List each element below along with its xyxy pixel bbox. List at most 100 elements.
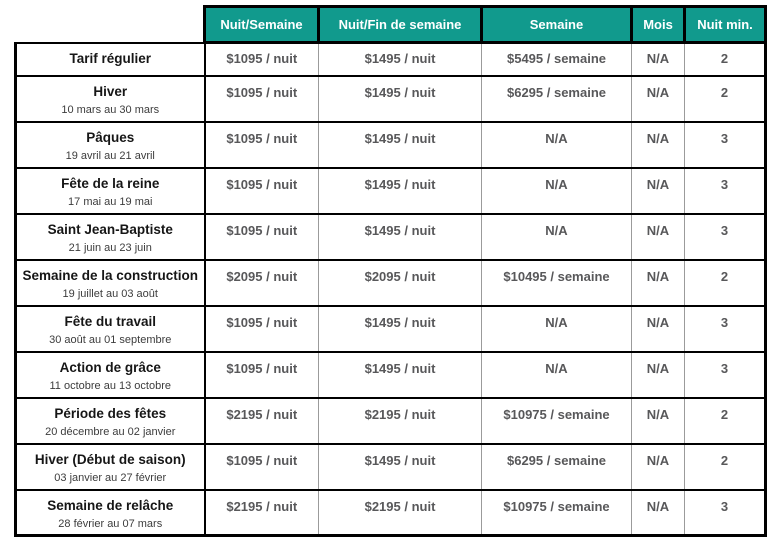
table-row-periode-des-fetes: Période des fêtes 20 décembre au 02 janvi… — [14, 396, 767, 445]
header-row: Nuit/Semaine Nuit/Fin de semaine Semaine Mo… — [16, 5, 767, 44]
row-dates: 11 octobre au 13 octobre — [49, 379, 172, 392]
row-title: Semaine de relâche — [47, 497, 174, 513]
cell-nuit-min: 3 — [684, 120, 767, 169]
cell-nuit-fin-de-semaine: $1495 / nuit — [318, 304, 482, 353]
row-label-cell: Semaine de relâche 28 février au 07 mars — [14, 488, 206, 537]
row-label-cell: Action de grâce 11 octobre au 13 octobre — [14, 350, 206, 399]
cell-nuit-semaine: $2095 / nuit — [204, 258, 319, 307]
cell-nuit-fin-de-semaine: $1495 / nuit — [318, 212, 482, 261]
column-header-nuit-fin-de-semaine: Nuit/Fin de semaine — [317, 5, 483, 44]
table-row-hiver-debut-de-saison: Hiver (Début de saison) 03 janvier au 27 … — [14, 442, 767, 491]
cell-semaine: $6295 / semaine — [481, 442, 632, 491]
cell-nuit-fin-de-semaine: $1495 / nuit — [318, 120, 482, 169]
column-header-mois: Mois — [630, 5, 686, 44]
cell-semaine: $10495 / semaine — [481, 258, 632, 307]
table-row-semaine-de-relache: Semaine de relâche 28 février au 07 mars $… — [14, 488, 767, 537]
cell-nuit-min: 3 — [684, 488, 767, 537]
cell-nuit-min: 2 — [684, 442, 767, 491]
row-dates: 10 mars au 30 mars — [61, 103, 160, 116]
cell-nuit-min: 3 — [684, 304, 767, 353]
table-row-fete-du-travail: Fête du travail 30 août au 01 septembre $1… — [14, 304, 767, 353]
table-row-action-de-grace: Action de grâce 11 octobre au 13 octobre $… — [14, 350, 767, 399]
row-label-cell: Semaine de la construction 19 juillet au … — [14, 258, 206, 307]
cell-nuit-fin-de-semaine: $1495 / nuit — [318, 41, 482, 77]
row-title: Fête du travail — [64, 313, 157, 329]
row-title: Semaine de la construction — [22, 267, 199, 283]
row-dates: 03 janvier au 27 février — [54, 471, 167, 484]
table-row-fete-de-la-reine: Fête de la reine 17 mai au 19 mai $1095 / … — [14, 166, 767, 215]
table-row-paques: Pâques 19 avril au 21 avril $1095 / nuit $1… — [14, 120, 767, 169]
row-dates: 19 avril au 21 avril — [65, 149, 155, 162]
row-title: Tarif régulier — [69, 50, 152, 66]
table-header: Nuit/Semaine Nuit/Fin de semaine Semaine Mo… — [16, 5, 767, 44]
table-row-semaine-de-la-construction: Semaine de la construction 19 juillet au … — [14, 258, 767, 307]
cell-nuit-fin-de-semaine: $1495 / nuit — [318, 74, 482, 123]
cell-semaine: N/A — [481, 166, 632, 215]
cell-semaine: N/A — [481, 350, 632, 399]
cell-nuit-semaine: $2195 / nuit — [204, 396, 319, 445]
row-title: Hiver — [93, 83, 128, 99]
cell-nuit-min: 3 — [684, 350, 767, 399]
pricing-page: Nuit/Semaine Nuit/Fin de semaine Semaine Mo… — [14, 5, 767, 537]
cell-nuit-fin-de-semaine: $2195 / nuit — [318, 488, 482, 537]
cell-mois: N/A — [631, 120, 685, 169]
row-label-cell: Hiver (Début de saison) 03 janvier au 27 … — [14, 442, 206, 491]
row-dates: 20 décembre au 02 janvier — [45, 425, 176, 438]
cell-semaine: N/A — [481, 304, 632, 353]
row-title: Fête de la reine — [61, 175, 160, 191]
cell-nuit-fin-de-semaine: $1495 / nuit — [318, 350, 482, 399]
cell-mois: N/A — [631, 258, 685, 307]
row-title: Pâques — [86, 129, 135, 145]
row-dates: 17 mai au 19 mai — [68, 195, 153, 208]
cell-semaine: $10975 / semaine — [481, 396, 632, 445]
row-dates: 28 février au 07 mars — [58, 517, 163, 530]
row-label-cell: Hiver 10 mars au 30 mars — [14, 74, 206, 123]
row-dates: 21 juin au 23 juin — [68, 241, 152, 254]
cell-nuit-semaine: $2195 / nuit — [204, 488, 319, 537]
column-header-nuit-semaine: Nuit/Semaine — [203, 5, 320, 44]
cell-semaine: $10975 / semaine — [481, 488, 632, 537]
cell-mois: N/A — [631, 396, 685, 445]
row-label-cell: Période des fêtes 20 décembre au 02 janvi… — [14, 396, 206, 445]
cell-nuit-fin-de-semaine: $2195 / nuit — [318, 396, 482, 445]
cell-nuit-semaine: $1095 / nuit — [204, 350, 319, 399]
cell-nuit-min: 2 — [684, 74, 767, 123]
cell-nuit-min: 3 — [684, 166, 767, 215]
cell-mois: N/A — [631, 488, 685, 537]
table-row-hiver: Hiver 10 mars au 30 mars $1095 / nuit $1495… — [14, 74, 767, 123]
cell-nuit-fin-de-semaine: $1495 / nuit — [318, 442, 482, 491]
row-label-cell: Saint Jean-Baptiste 21 juin au 23 juin — [14, 212, 206, 261]
row-label-cell: Pâques 19 avril au 21 avril — [14, 120, 206, 169]
cell-nuit-semaine: $1095 / nuit — [204, 212, 319, 261]
cell-nuit-semaine: $1095 / nuit — [204, 304, 319, 353]
cell-semaine: N/A — [481, 120, 632, 169]
cell-mois: N/A — [631, 166, 685, 215]
corner-spacer — [16, 7, 205, 43]
row-dates: 30 août au 01 septembre — [49, 333, 172, 346]
cell-nuit-semaine: $1095 / nuit — [204, 41, 319, 77]
row-label-cell: Tarif régulier — [14, 41, 206, 77]
cell-mois: N/A — [631, 41, 685, 77]
row-dates: 19 juillet au 03 août — [62, 287, 158, 300]
row-title: Hiver (Début de saison) — [34, 451, 186, 467]
cell-semaine: $6295 / semaine — [481, 74, 632, 123]
row-label-cell: Fête de la reine 17 mai au 19 mai — [14, 166, 206, 215]
cell-nuit-semaine: $1095 / nuit — [204, 166, 319, 215]
column-header-nuit-min: Nuit min. — [683, 5, 767, 44]
table-row-saint-jean-baptiste: Saint Jean-Baptiste 21 juin au 23 juin $10… — [14, 212, 767, 261]
cell-nuit-min: 2 — [684, 258, 767, 307]
row-label-cell: Fête du travail 30 août au 01 septembre — [14, 304, 206, 353]
row-title: Période des fêtes — [54, 405, 167, 421]
cell-semaine: $5495 / semaine — [481, 41, 632, 77]
pricing-table: Nuit/Semaine Nuit/Fin de semaine Semaine Mo… — [14, 5, 767, 537]
cell-mois: N/A — [631, 350, 685, 399]
cell-mois: N/A — [631, 74, 685, 123]
cell-mois: N/A — [631, 212, 685, 261]
cell-nuit-min: 2 — [684, 396, 767, 445]
cell-nuit-semaine: $1095 / nuit — [204, 120, 319, 169]
cell-nuit-semaine: $1095 / nuit — [204, 74, 319, 123]
cell-nuit-fin-de-semaine: $2095 / nuit — [318, 258, 482, 307]
table-row-tarif-regulier: Tarif régulier $1095 / nuit $1495 / nuit $5… — [14, 41, 767, 77]
cell-semaine: N/A — [481, 212, 632, 261]
cell-nuit-min: 3 — [684, 212, 767, 261]
